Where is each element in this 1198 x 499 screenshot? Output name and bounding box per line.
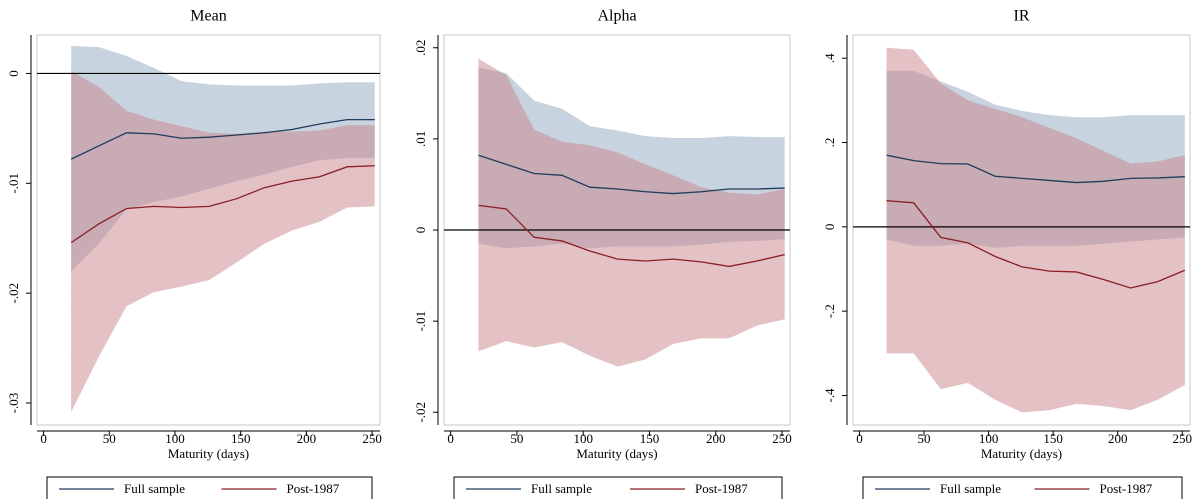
x-tick-label: 50 <box>103 431 116 446</box>
y-tick-label: 0 <box>413 227 428 234</box>
series-line <box>70 118 375 160</box>
y-tick-label: .2 <box>822 138 837 148</box>
series-line <box>478 154 785 195</box>
chart-title: IR <box>1014 8 1030 25</box>
x-tick-label: 100 <box>165 431 185 446</box>
y-tick-label: .02 <box>413 40 428 56</box>
x-axis-label: Maturity (days) <box>981 446 1062 461</box>
y-tick-label: -.01 <box>413 311 428 332</box>
x-axis-label: Maturity (days) <box>576 446 657 461</box>
x-tick-label: 200 <box>706 431 726 446</box>
x-tick-label: 100 <box>979 431 999 446</box>
confidence-band <box>886 47 1185 413</box>
panel: Mean -.03 -.02 -.01 0 0 50 100 150 200 250 Maturity… <box>6 8 382 499</box>
y-tick-label: .01 <box>413 131 428 147</box>
x-tick-label: 200 <box>297 431 317 446</box>
legend-box <box>46 476 373 499</box>
legend-label: Post-1987 <box>287 481 340 496</box>
series-line <box>478 204 785 268</box>
y-tick-label: -.03 <box>6 393 21 414</box>
series-line <box>886 154 1185 184</box>
x-tick-label: 100 <box>573 431 593 446</box>
series-line <box>70 165 375 244</box>
legend-label: Full sample <box>531 481 592 496</box>
x-tick-label: 0 <box>856 431 863 446</box>
x-tick-label: 0 <box>40 431 47 446</box>
x-tick-label: 250 <box>362 431 382 446</box>
y-tick-label: -.01 <box>6 173 21 194</box>
y-tick-label: 0 <box>822 224 837 231</box>
x-axis-label: Maturity (days) <box>168 446 249 461</box>
x-tick-label: 50 <box>510 431 523 446</box>
legend-label: Full sample <box>940 481 1001 496</box>
y-tick-label: -.4 <box>822 388 837 403</box>
y-tick-label: -.02 <box>6 283 21 304</box>
x-tick-label: 250 <box>1173 431 1193 446</box>
x-tick-label: 250 <box>772 431 792 446</box>
series-line <box>886 200 1186 289</box>
confidence-band <box>71 71 375 412</box>
y-tick-label: -.02 <box>413 402 428 423</box>
legend-label: Post-1987 <box>695 481 748 496</box>
legend-box <box>453 476 783 499</box>
x-tick-label: 150 <box>1043 431 1063 446</box>
x-tick-label: 150 <box>231 431 251 446</box>
x-tick-label: 0 <box>447 431 454 446</box>
x-tick-label: 150 <box>640 431 660 446</box>
panel: Alpha -.02 -.01 0 .01 .02 0 50 100 150 200 250 Matur… <box>413 8 792 499</box>
y-tick-label: -.2 <box>822 304 837 318</box>
confidence-band <box>478 58 785 367</box>
chart-title: Alpha <box>597 8 636 25</box>
chart-title: Mean <box>190 8 226 25</box>
y-tick-label: .4 <box>822 53 837 63</box>
legend-box <box>862 476 1183 499</box>
panel: IR -.4 -.2 0 .2 .4 0 50 100 150 200 250 Maturity (da… <box>822 8 1192 499</box>
x-tick-label: 200 <box>1108 431 1128 446</box>
legend-label: Full sample <box>124 481 185 496</box>
y-tick-label: 0 <box>6 70 21 77</box>
x-tick-label: 50 <box>918 431 931 446</box>
legend-label: Post-1987 <box>1100 481 1153 496</box>
